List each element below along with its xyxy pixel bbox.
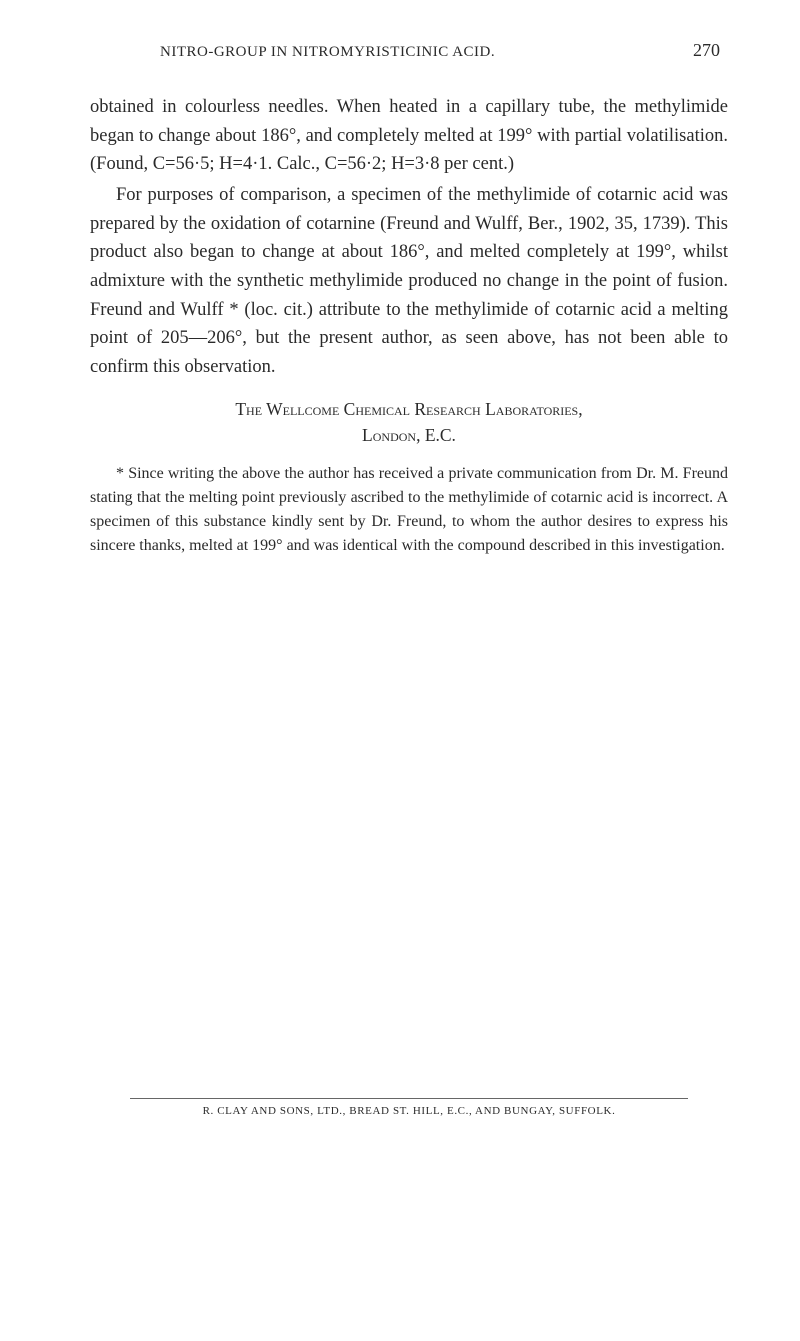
running-head: NITRO-GROUP IN NITROMYRISTICINIC ACID.: [160, 44, 495, 61]
body-text: obtained in colourless needles. When hea…: [90, 93, 728, 382]
affiliation-line-2: London, E.C.: [90, 422, 728, 448]
page-container: NITRO-GROUP IN NITROMYRISTICINIC ACID. 2…: [0, 0, 800, 1177]
footnote: * Since writing the above the author has…: [90, 462, 728, 558]
paragraph-2: For purposes of comparison, a specimen o…: [90, 181, 728, 382]
affiliation-line-1: The Wellcome Chemical Research Laborator…: [235, 399, 582, 419]
page-number: 270: [693, 40, 720, 61]
affiliation-block: The Wellcome Chemical Research Laborator…: [90, 396, 728, 449]
printer-line: R. CLAY AND SONS, LTD., BREAD ST. HILL, …: [130, 1098, 688, 1117]
paragraph-1: obtained in colourless needles. When hea…: [90, 93, 728, 179]
page-header: NITRO-GROUP IN NITROMYRISTICINIC ACID. 2…: [90, 40, 728, 61]
